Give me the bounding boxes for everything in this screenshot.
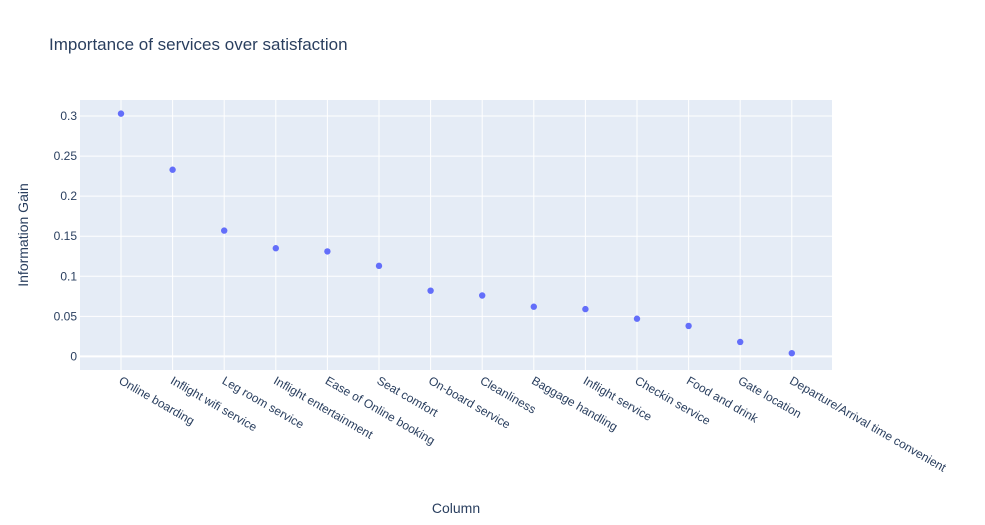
y-tick-label: 0 <box>70 349 77 363</box>
x-tick-label: Departure/Arrival time convenient <box>787 373 949 474</box>
y-tick-label: 0.25 <box>54 149 78 163</box>
data-point[interactable] <box>530 303 537 310</box>
y-axis-ticks: 0 0.05 0.1 0.15 0.2 0.25 0.3 <box>54 109 78 363</box>
y-tick-label: 0.2 <box>60 189 77 203</box>
data-point[interactable] <box>685 322 692 330</box>
x-tick-label: Inflight wifi service <box>168 373 260 434</box>
data-point[interactable] <box>427 287 434 294</box>
gridlines <box>80 100 832 370</box>
y-tick-label: 0.3 <box>60 109 77 123</box>
data-point[interactable] <box>737 338 744 346</box>
data-point[interactable] <box>479 292 486 299</box>
y-tick-label: 0.15 <box>54 229 78 243</box>
y-tick-label: 0.1 <box>60 269 77 283</box>
y-tick-label: 0.05 <box>54 309 78 323</box>
x-axis-title: Column <box>432 500 480 516</box>
x-tick-label: Baggage handling <box>529 373 620 434</box>
y-axis-title: Information Gain <box>15 183 31 287</box>
data-point[interactable] <box>272 245 279 252</box>
data-point[interactable] <box>117 110 125 117</box>
data-points <box>117 110 795 357</box>
data-point[interactable] <box>169 166 176 173</box>
data-point[interactable] <box>788 349 795 357</box>
data-point[interactable] <box>324 248 331 255</box>
plot-background <box>80 100 832 370</box>
data-point[interactable] <box>582 305 589 313</box>
chart-title: Importance of services over satisfaction <box>49 35 348 54</box>
data-point[interactable] <box>633 315 641 322</box>
data-point[interactable] <box>375 262 383 270</box>
data-point[interactable] <box>221 227 228 234</box>
